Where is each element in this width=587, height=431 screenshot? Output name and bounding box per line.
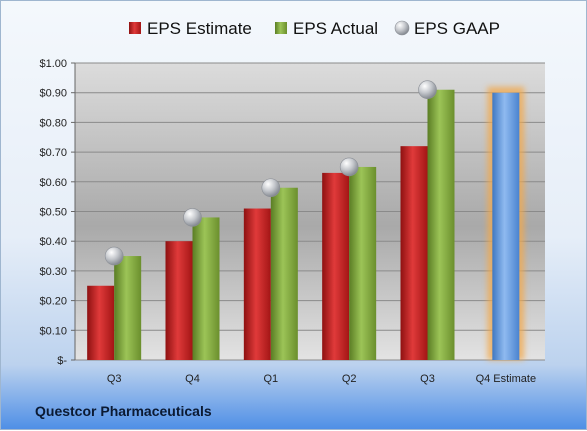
x-tick-label: Q2 bbox=[342, 373, 357, 385]
company-name: Questcor Pharmaceuticals bbox=[35, 403, 212, 419]
y-tick-label: $0.70 bbox=[39, 147, 67, 159]
point-eps-gaap bbox=[418, 80, 437, 100]
y-tick-label: $0.20 bbox=[39, 296, 67, 308]
bar-eps-estimate bbox=[243, 208, 271, 360]
y-tick-label: $- bbox=[57, 355, 67, 367]
x-tick-label: Q3 bbox=[420, 373, 435, 385]
y-tick-label: $0.80 bbox=[39, 117, 67, 129]
legend-swatch bbox=[394, 20, 410, 36]
y-axis-ticks: $- $0.10 $0.20 $0.30 $0.40 $0.50 $0.60 $0.70 $0.… bbox=[39, 58, 76, 367]
x-axis-ticks: Q3 Q4 Q1 Q2 Q3 Q4 Estimate bbox=[107, 373, 536, 385]
point-eps-gaap bbox=[261, 178, 281, 198]
x-tick-label: Q3 bbox=[107, 373, 122, 385]
legend: EPS Estimate EPS Actual EPS GAAP bbox=[129, 19, 500, 38]
bar-eps-estimate bbox=[87, 285, 115, 360]
legend-label: EPS Estimate bbox=[147, 19, 252, 38]
x-tick-label: Q1 bbox=[263, 373, 278, 385]
bar-eps-actual bbox=[114, 256, 142, 360]
x-tick-label: Q4 Estimate bbox=[476, 373, 537, 385]
legend-label: EPS GAAP bbox=[414, 19, 500, 38]
bar-eps-actual bbox=[349, 166, 377, 360]
legend-swatch bbox=[129, 22, 141, 34]
gridlines bbox=[75, 62, 545, 361]
bar-eps-forecast bbox=[492, 92, 520, 360]
point-eps-gaap bbox=[339, 157, 359, 177]
y-tick-label: $0.50 bbox=[39, 207, 67, 219]
legend-label: EPS Actual bbox=[293, 19, 378, 38]
y-tick-label: $0.60 bbox=[39, 177, 67, 189]
point-eps-gaap bbox=[183, 208, 202, 227]
bar-eps-estimate bbox=[322, 172, 350, 360]
bar-eps-actual bbox=[427, 89, 455, 360]
bar-eps-actual bbox=[270, 187, 298, 360]
point-eps-gaap bbox=[104, 246, 124, 266]
bars bbox=[87, 80, 525, 360]
y-tick-label: $0.10 bbox=[39, 325, 67, 337]
legend-swatch bbox=[275, 22, 287, 34]
bar-eps-estimate bbox=[165, 241, 193, 360]
y-tick-label: $0.40 bbox=[39, 236, 67, 248]
y-tick-label: $0.90 bbox=[39, 88, 67, 100]
y-tick-label: $1.00 bbox=[39, 58, 67, 70]
x-tick-label: Q4 bbox=[185, 373, 200, 385]
y-tick-label: $0.30 bbox=[39, 266, 67, 278]
bar-eps-actual bbox=[192, 217, 220, 360]
bar-eps-estimate bbox=[400, 146, 428, 360]
